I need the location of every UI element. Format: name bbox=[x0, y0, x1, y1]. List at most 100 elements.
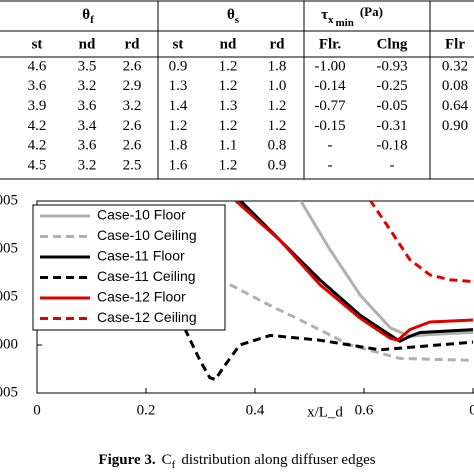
group-sub: x bbox=[328, 14, 334, 26]
cell: 0.9 bbox=[169, 58, 188, 74]
group-sub: s bbox=[235, 14, 240, 26]
group-symbol: θ bbox=[227, 7, 235, 23]
cell: - bbox=[328, 157, 333, 173]
cell: 1.8 bbox=[268, 58, 287, 74]
cell: 3.2 bbox=[123, 98, 142, 114]
cell: -1.00 bbox=[314, 58, 345, 74]
group-header: τx min (Pa) bbox=[321, 4, 383, 29]
cell: 3.2 bbox=[78, 78, 97, 94]
column-header: Flr bbox=[445, 36, 465, 52]
legend-label: Case-12 Ceiling bbox=[97, 309, 197, 325]
cell: 1.2 bbox=[268, 118, 287, 134]
cell: 1.0 bbox=[268, 78, 287, 94]
cell: -0.25 bbox=[376, 78, 407, 94]
cell: 2.9 bbox=[123, 78, 142, 94]
y-tick-label: 005 bbox=[0, 384, 18, 400]
cell: 1.1 bbox=[219, 138, 238, 154]
cell: 1.2 bbox=[219, 157, 238, 173]
column-header: st bbox=[173, 36, 184, 52]
series-line bbox=[229, 283, 474, 362]
legend-box bbox=[32, 204, 226, 331]
cell: 3.4 bbox=[78, 118, 97, 134]
caption: Figure 3. Cf distribution along diffuser e… bbox=[98, 452, 375, 470]
group-header: θs bbox=[227, 7, 240, 25]
series-line bbox=[238, 201, 474, 343]
cell: -0.93 bbox=[376, 58, 407, 74]
legend-label: Case-11 Floor bbox=[97, 248, 185, 264]
cell: 1.2 bbox=[268, 98, 287, 114]
cell: 0.9 bbox=[268, 157, 287, 173]
cell: - bbox=[390, 157, 395, 173]
cell: 1.2 bbox=[219, 118, 238, 134]
cell: 2.5 bbox=[123, 157, 142, 173]
group-sub: min bbox=[335, 17, 353, 29]
x-axis-label: x/L_d bbox=[307, 404, 343, 420]
series-line bbox=[233, 201, 474, 342]
cell: 2.6 bbox=[123, 118, 142, 134]
caption-label: Figure 3. bbox=[98, 452, 155, 468]
legend-label: Case-10 Floor bbox=[97, 207, 186, 223]
column-header: rd bbox=[125, 36, 141, 52]
curves bbox=[148, 201, 474, 382]
cell: 2.6 bbox=[123, 58, 142, 74]
caption-symbol: C bbox=[162, 452, 172, 468]
y-tick-label: 005 bbox=[0, 192, 18, 208]
cell: 4.6 bbox=[28, 58, 47, 74]
cell: 4.2 bbox=[28, 118, 47, 134]
y-tick-label: 000 bbox=[0, 336, 18, 352]
cell: -0.15 bbox=[314, 118, 345, 134]
legend: Case-10 Floor Case-10 Ceiling Case-11 Floo… bbox=[32, 204, 226, 331]
column-header: st bbox=[32, 36, 43, 52]
cell: 2.6 bbox=[123, 138, 142, 154]
cell: 4.5 bbox=[28, 157, 47, 173]
cell: -0.77 bbox=[314, 98, 346, 114]
group-header: θf bbox=[82, 7, 94, 25]
legend-label: Case-12 Floor bbox=[97, 289, 186, 305]
cell: 3.6 bbox=[78, 98, 97, 114]
cell: 0.08 bbox=[442, 78, 468, 94]
cell: 1.2 bbox=[219, 58, 238, 74]
cell: 1.2 bbox=[219, 78, 238, 94]
x-tick-label: 0.2 bbox=[137, 402, 156, 418]
column-header: nd bbox=[79, 36, 96, 52]
series-line bbox=[299, 201, 474, 338]
cell: 3.6 bbox=[28, 78, 47, 94]
series-line bbox=[148, 289, 474, 382]
cell: -0.31 bbox=[376, 118, 407, 134]
x-tick-label: 0.4 bbox=[246, 402, 265, 418]
legend-label: Case-10 Ceiling bbox=[97, 227, 197, 243]
cell: -0.14 bbox=[314, 78, 346, 94]
cell: 1.3 bbox=[169, 78, 188, 94]
caption-text: distribution along diffuser edges bbox=[181, 452, 375, 468]
cell: -0.18 bbox=[376, 138, 407, 154]
cell: -0.05 bbox=[376, 98, 407, 114]
group-symbol: θ bbox=[82, 7, 90, 23]
cell: 1.8 bbox=[169, 138, 188, 154]
legend-label: Case-11 Ceiling bbox=[97, 268, 196, 284]
cell: 0.90 bbox=[442, 118, 468, 134]
cell: 3.2 bbox=[78, 157, 97, 173]
plot: 005 005 005 000 005 0 0.2 0.4 0.6 0 x/L_d Case-10 F… bbox=[0, 192, 474, 420]
x-tick-label: 0 bbox=[33, 402, 41, 418]
x-tick-label: 0.6 bbox=[355, 402, 374, 418]
y-tick-label: 005 bbox=[0, 288, 18, 304]
cell: 0.8 bbox=[268, 138, 287, 154]
cell: 3.5 bbox=[78, 58, 97, 74]
cell: 0.32 bbox=[442, 58, 468, 74]
cell: 0.64 bbox=[442, 98, 469, 114]
x-tick-label: 0 bbox=[469, 402, 474, 418]
cell: 1.4 bbox=[169, 98, 188, 114]
series-line bbox=[368, 201, 474, 284]
cell: - bbox=[328, 138, 333, 154]
group-symbol: τ bbox=[321, 7, 328, 23]
column-header: nd bbox=[220, 36, 237, 52]
caption-sub: f bbox=[172, 459, 176, 471]
cell: 3.6 bbox=[78, 138, 97, 154]
cell: 1.2 bbox=[169, 118, 188, 134]
cell: 3.9 bbox=[28, 98, 47, 114]
cell: 1.3 bbox=[219, 98, 238, 114]
column-header: Flr. bbox=[319, 36, 342, 52]
